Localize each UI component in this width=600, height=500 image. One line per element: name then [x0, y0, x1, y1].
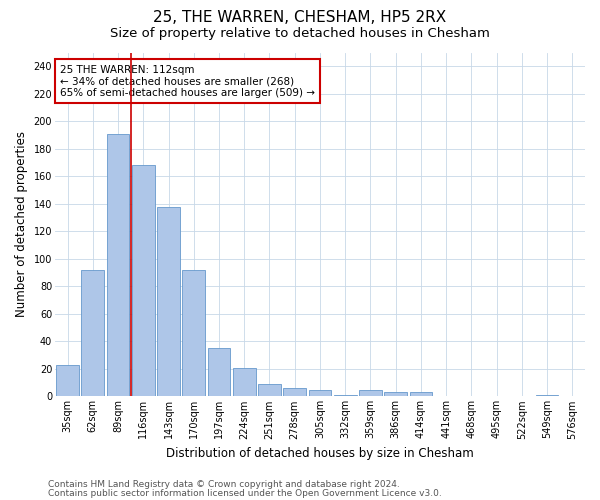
- Bar: [157, 206, 180, 396]
- Bar: [385, 392, 407, 396]
- Text: 25, THE WARREN, CHESHAM, HP5 2RX: 25, THE WARREN, CHESHAM, HP5 2RX: [154, 10, 446, 25]
- Bar: [233, 368, 256, 396]
- Bar: [208, 348, 230, 397]
- Text: Contains HM Land Registry data © Crown copyright and database right 2024.: Contains HM Land Registry data © Crown c…: [48, 480, 400, 489]
- Bar: [536, 395, 559, 396]
- X-axis label: Distribution of detached houses by size in Chesham: Distribution of detached houses by size …: [166, 447, 474, 460]
- Bar: [410, 392, 432, 396]
- Bar: [258, 384, 281, 396]
- Bar: [334, 395, 356, 396]
- Y-axis label: Number of detached properties: Number of detached properties: [15, 132, 28, 318]
- Bar: [82, 270, 104, 396]
- Bar: [107, 134, 130, 396]
- Bar: [132, 166, 155, 396]
- Bar: [308, 390, 331, 396]
- Bar: [359, 390, 382, 396]
- Bar: [182, 270, 205, 396]
- Text: 25 THE WARREN: 112sqm
← 34% of detached houses are smaller (268)
65% of semi-det: 25 THE WARREN: 112sqm ← 34% of detached …: [60, 64, 315, 98]
- Bar: [283, 388, 306, 396]
- Text: Contains public sector information licensed under the Open Government Licence v3: Contains public sector information licen…: [48, 488, 442, 498]
- Bar: [56, 365, 79, 396]
- Text: Size of property relative to detached houses in Chesham: Size of property relative to detached ho…: [110, 28, 490, 40]
